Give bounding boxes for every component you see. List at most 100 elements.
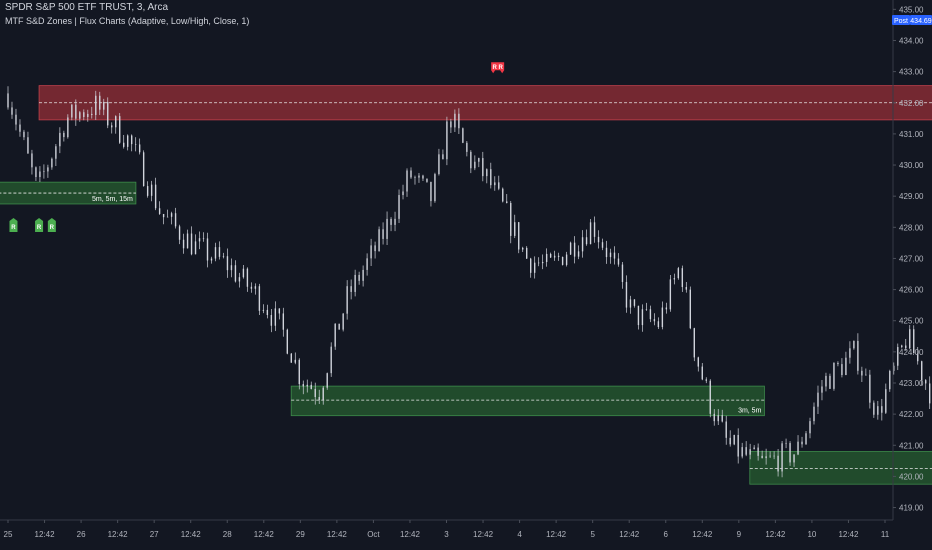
candle-body xyxy=(577,251,580,257)
candle-body xyxy=(841,364,843,376)
demand-zone[interactable] xyxy=(290,385,765,417)
price-tick-label: 430.00 xyxy=(899,161,924,170)
candle-body xyxy=(478,158,480,162)
symbol-title[interactable]: SPDR S&P 500 ETF TRUST, 3, Arca xyxy=(5,2,169,13)
candle-body xyxy=(533,262,536,273)
candle-body xyxy=(51,158,53,168)
candle-body xyxy=(621,264,624,282)
candle-body xyxy=(130,135,133,145)
candle-body xyxy=(801,441,803,445)
price-tick-label: 431.00 xyxy=(899,130,924,139)
candle-body xyxy=(785,443,787,444)
candle-body xyxy=(318,397,320,401)
candle-body xyxy=(805,433,807,445)
price-tick-label: 419.00 xyxy=(899,504,924,513)
candle-body xyxy=(142,152,145,187)
time-tick-label: 10 xyxy=(807,530,816,539)
indicator-title[interactable]: MTF S&D Zones | Flux Charts (Adaptive, L… xyxy=(5,16,250,26)
time-tick-label: 12:42 xyxy=(181,530,202,539)
candle-body xyxy=(765,456,767,459)
candle-body xyxy=(134,144,137,145)
candle-body xyxy=(35,167,37,178)
candle-body xyxy=(689,289,692,329)
demand-zone-label: 3m, 5m xyxy=(738,408,762,415)
candle-body xyxy=(186,233,189,249)
candle-body xyxy=(314,388,316,398)
candle-body xyxy=(238,277,241,282)
candle-body xyxy=(206,238,209,261)
candle-body xyxy=(829,375,831,389)
price-tick-label: 429.00 xyxy=(899,192,924,201)
time-tick-label: 25 xyxy=(4,530,13,539)
candle-body xyxy=(406,170,408,192)
candle-body xyxy=(234,265,237,282)
time-tick-label: Oct xyxy=(367,530,380,539)
candle-body xyxy=(541,261,544,264)
candle-body xyxy=(821,386,823,393)
candle-body xyxy=(929,383,931,404)
candle-body xyxy=(470,151,472,169)
candle-body xyxy=(549,253,552,258)
retest-bear-marker[interactable] xyxy=(491,62,505,74)
time-axis[interactable]: 25 12:42 26 12:42 27 12:42 28 12:42 29 12:42 Oct 12… xyxy=(0,519,893,539)
candle-body xyxy=(158,208,161,214)
time-tick-label: 12:42 xyxy=(838,530,859,539)
candle-body xyxy=(454,113,456,128)
time-tick-label: 9 xyxy=(737,530,742,539)
candle-body xyxy=(593,222,596,237)
candle-body xyxy=(633,299,636,306)
candle-body xyxy=(845,357,847,376)
candle-body xyxy=(693,328,695,358)
candle-body xyxy=(917,353,919,362)
candle-body xyxy=(529,258,532,273)
candle-body xyxy=(581,237,584,252)
candle-body xyxy=(11,107,13,115)
time-tick-label: 12:42 xyxy=(327,530,348,539)
candle-body xyxy=(514,222,516,236)
candle-body xyxy=(67,117,69,138)
candle-body xyxy=(350,286,352,292)
time-tick-label: 5 xyxy=(590,530,595,539)
candle-body xyxy=(282,313,285,330)
candle-body xyxy=(438,154,440,175)
retest-bull-marker[interactable] xyxy=(9,217,18,232)
candle-body xyxy=(55,146,57,159)
time-tick-label: 12:42 xyxy=(619,530,640,539)
last-price-value: 434.69 xyxy=(910,18,932,25)
candle-body xyxy=(506,201,508,203)
candle-body xyxy=(242,268,245,278)
candle-body xyxy=(769,455,771,457)
candle-body xyxy=(374,245,376,252)
candle-body xyxy=(510,202,512,236)
candle-body xyxy=(865,374,867,376)
candle-body xyxy=(573,242,576,257)
candle-body xyxy=(214,247,217,259)
retest-bull-marker[interactable] xyxy=(35,217,44,232)
time-tick-label: 12:42 xyxy=(546,530,567,539)
retest-marker-label: R xyxy=(37,225,42,231)
candle-body xyxy=(669,279,672,310)
candle-body xyxy=(218,247,221,257)
price-tick-label: 423.00 xyxy=(899,379,924,388)
candle-body xyxy=(258,286,261,311)
candle-body xyxy=(585,237,588,245)
demand-zone[interactable] xyxy=(749,451,932,485)
retest-bull-marker[interactable] xyxy=(47,217,56,232)
candle-body xyxy=(330,346,332,374)
candle-body xyxy=(358,274,360,281)
candle-body xyxy=(745,447,747,455)
price-axis[interactable]: 435.00 434.00 433.00 432.00 431.00 430.00 429.… xyxy=(892,0,924,520)
candle-body xyxy=(162,213,165,218)
candle-body xyxy=(781,443,783,472)
candle-body xyxy=(290,353,292,363)
candle-body xyxy=(115,116,117,128)
candle-body xyxy=(402,191,404,196)
candle-body xyxy=(713,413,715,422)
candle-body xyxy=(466,142,468,152)
candle-body xyxy=(75,104,77,119)
candle-body xyxy=(354,274,356,292)
candle-body xyxy=(322,387,324,401)
candle-body xyxy=(426,178,428,182)
